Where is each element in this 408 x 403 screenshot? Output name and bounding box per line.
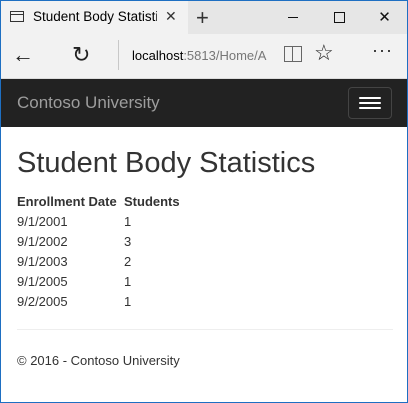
address-bar: ← ↻ localhost:5813/Home/A ☆ ··· xyxy=(1,34,407,79)
students-cell: 3 xyxy=(124,233,132,249)
footer-divider xyxy=(17,329,393,330)
table-row: 9/1/2005 1 xyxy=(17,271,180,291)
table-row: 9/1/2001 1 xyxy=(17,211,180,231)
url-field[interactable]: localhost:5813/Home/A xyxy=(118,40,279,70)
url-path: :5813/Home/A xyxy=(183,48,267,63)
page-title: Student Body Statistics xyxy=(17,147,316,179)
students-cell: 2 xyxy=(124,253,132,269)
refresh-icon[interactable]: ↻ xyxy=(72,42,91,67)
hamburger-icon xyxy=(359,102,381,104)
tab-title: Student Body Statistics xyxy=(33,9,157,24)
table-row: 9/1/2003 2 xyxy=(17,251,180,271)
window-close-button[interactable]: ✕ xyxy=(378,9,391,26)
navbar-toggle-button[interactable] xyxy=(348,87,392,119)
site-navbar: Contoso University xyxy=(1,79,407,127)
header-students: Students xyxy=(124,193,180,209)
students-cell: 1 xyxy=(124,273,132,289)
header-enrollment-date: Enrollment Date xyxy=(17,193,117,209)
minimize-button[interactable] xyxy=(270,1,315,34)
table-row: 9/1/2002 3 xyxy=(17,231,180,251)
url-text: localhost:5813/Home/A xyxy=(132,48,266,63)
page-icon xyxy=(10,11,24,22)
more-icon[interactable]: ··· xyxy=(372,40,393,60)
students-cell: 1 xyxy=(124,213,132,229)
enrollment-date-cell: 9/2/2005 xyxy=(17,293,68,309)
statistics-table: Enrollment Date Students 9/1/2001 1 9/1/… xyxy=(17,191,180,311)
url-host: localhost xyxy=(132,48,184,63)
favorite-star-icon[interactable]: ☆ xyxy=(314,40,334,65)
footer-text: © 2016 - Contoso University xyxy=(17,353,180,368)
tab-strip: Student Body Statistics ✕ + ✕ xyxy=(1,1,407,34)
table-header-row: Enrollment Date Students xyxy=(17,191,180,211)
enrollment-date-cell: 9/1/2003 xyxy=(17,253,68,269)
enrollment-date-cell: 9/1/2002 xyxy=(17,233,68,249)
hamburger-icon xyxy=(359,107,381,109)
enrollment-date-cell: 9/1/2005 xyxy=(17,273,68,289)
reading-view-icon[interactable] xyxy=(284,46,302,62)
table-row: 9/2/2005 1 xyxy=(17,291,180,311)
browser-tab[interactable]: Student Body Statistics ✕ xyxy=(1,1,188,34)
maximize-button[interactable] xyxy=(316,1,361,34)
hamburger-icon xyxy=(359,97,381,99)
tab-close-icon[interactable]: ✕ xyxy=(165,8,177,24)
new-tab-button[interactable]: + xyxy=(196,5,209,30)
students-cell: 1 xyxy=(124,293,132,309)
back-arrow-icon[interactable]: ← xyxy=(12,42,34,67)
navbar-brand[interactable]: Contoso University xyxy=(17,93,160,112)
enrollment-date-cell: 9/1/2001 xyxy=(17,213,68,229)
